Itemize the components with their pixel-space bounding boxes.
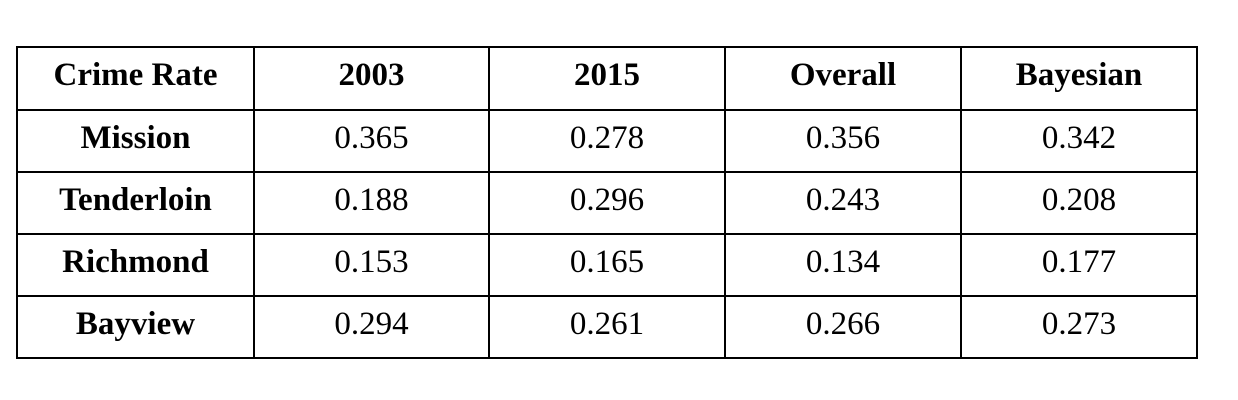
table-row: Richmond 0.153 0.165 0.134 0.177 xyxy=(16,233,1198,297)
column-header: 2015 xyxy=(488,46,726,111)
column-header: 2003 xyxy=(253,46,490,111)
table-cell: 0.177 xyxy=(960,233,1198,297)
table-cell: 0.153 xyxy=(253,233,490,297)
table-cell: 0.296 xyxy=(488,171,726,235)
row-label: Bayview xyxy=(16,295,255,359)
table-cell: 0.278 xyxy=(488,109,726,173)
table-cell: 0.134 xyxy=(724,233,962,297)
table-cell: 0.342 xyxy=(960,109,1198,173)
header-row: Crime Rate 2003 2015 Overall Bayesian xyxy=(16,46,1198,111)
crime-rate-table: Crime Rate 2003 2015 Overall Bayesian Mi… xyxy=(16,46,1198,359)
table-row: Mission 0.365 0.278 0.356 0.342 xyxy=(16,109,1198,173)
column-header: Crime Rate xyxy=(16,46,255,111)
column-header: Overall xyxy=(724,46,962,111)
table-cell: 0.243 xyxy=(724,171,962,235)
table-cell: 0.261 xyxy=(488,295,726,359)
table-cell: 0.365 xyxy=(253,109,490,173)
table-row: Tenderloin 0.188 0.296 0.243 0.208 xyxy=(16,171,1198,235)
table-cell: 0.356 xyxy=(724,109,962,173)
table-cell: 0.165 xyxy=(488,233,726,297)
table-cell: 0.294 xyxy=(253,295,490,359)
row-label: Tenderloin xyxy=(16,171,255,235)
table-cell: 0.188 xyxy=(253,171,490,235)
table-cell: 0.273 xyxy=(960,295,1198,359)
table-cell: 0.266 xyxy=(724,295,962,359)
row-label: Mission xyxy=(16,109,255,173)
row-label: Richmond xyxy=(16,233,255,297)
table-cell: 0.208 xyxy=(960,171,1198,235)
table-row: Bayview 0.294 0.261 0.266 0.273 xyxy=(16,295,1198,359)
column-header: Bayesian xyxy=(960,46,1198,111)
